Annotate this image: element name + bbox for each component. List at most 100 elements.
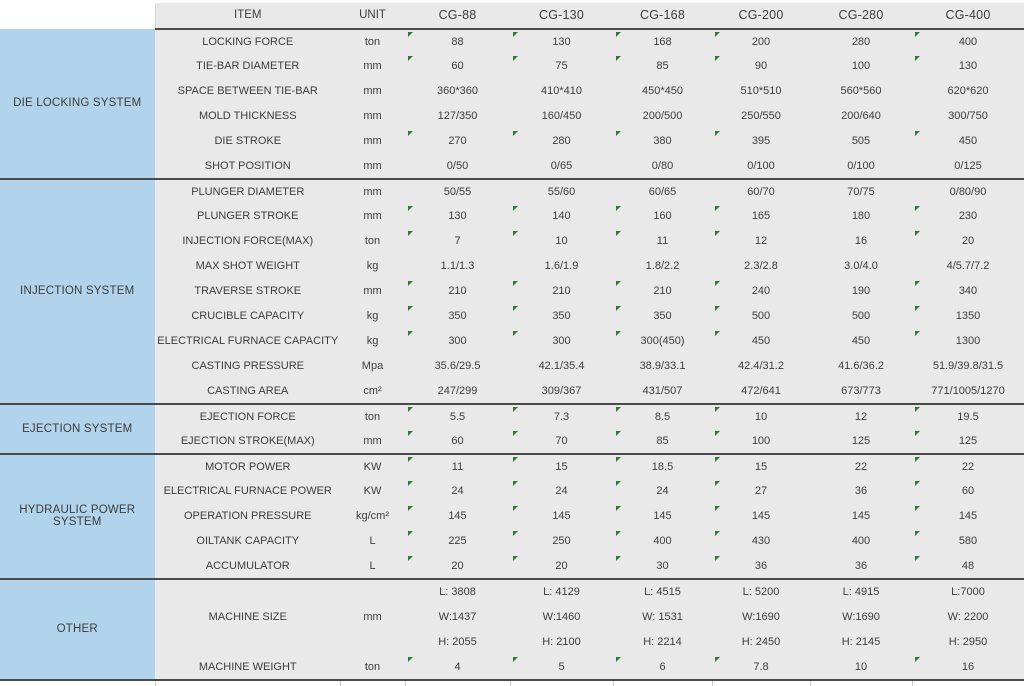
spec-value-cell: 24 — [405, 478, 510, 504]
spec-value-cell: 350 — [510, 303, 613, 329]
spec-value-cell: L: 3808 W:1437 H: 2055 — [405, 578, 510, 655]
spec-value-cell: 125 — [810, 428, 912, 455]
table-row: MOLD THICKNESS mm 127/350 160/450 200/500 250… — [0, 103, 1024, 129]
unit-label: kg — [340, 328, 405, 354]
item-label: PLUNGER DIAMETER — [155, 178, 340, 204]
comment-marker-icon — [715, 406, 720, 412]
spec-value-cell: 4 — [405, 654, 510, 681]
spec-value-cell: L: 5200 W:1690 H: 2450 — [712, 578, 810, 655]
gridline-stub — [613, 680, 614, 686]
spec-value-cell: 20 — [912, 228, 1024, 254]
spec-value-cell: 70 — [510, 428, 613, 455]
spec-value-cell: 60 — [405, 53, 510, 79]
spec-value-cell: 6 — [613, 654, 712, 681]
item-label: MACHINE SIZE — [155, 578, 340, 655]
table-row: EJECTION STROKE(MAX) mm 60 70 85 100 125 125 — [0, 428, 1024, 455]
spec-value-cell: 70/75 — [810, 178, 912, 204]
unit-label: kg — [340, 253, 405, 279]
spec-value-cell: 0/80 — [613, 153, 712, 180]
spec-value-cell: 1350 — [912, 303, 1024, 329]
comment-marker-icon — [616, 31, 621, 37]
comment-marker-icon — [513, 406, 518, 412]
spec-value-cell: 36 — [712, 553, 810, 580]
comment-marker-icon — [513, 305, 518, 311]
spec-value-cell: 560*560 — [810, 78, 912, 104]
spec-value-cell: 90 — [712, 53, 810, 79]
unit-label: mm — [340, 578, 405, 655]
spec-value-cell: 360*360 — [405, 78, 510, 104]
spec-value-cell: 16 — [912, 654, 1024, 681]
spec-value-line: W:1437 — [438, 610, 477, 623]
spec-value-cell: 250 — [510, 528, 613, 554]
comment-marker-icon — [408, 505, 413, 511]
comment-marker-icon — [616, 406, 621, 412]
table-row: EJECTION SYSTEM EJECTION FORCE ton 5.5 7.3 8.… — [0, 403, 1024, 455]
comment-marker-icon — [915, 305, 920, 311]
spec-value-cell: 50/55 — [405, 178, 510, 204]
comment-marker-icon — [715, 55, 720, 61]
comment-marker-icon — [915, 205, 920, 211]
item-label: MOTOR POWER — [155, 453, 340, 479]
spec-value-cell: L: 4129 W:1460 H: 2100 — [510, 578, 613, 655]
spec-value-cell: 7.8 — [712, 654, 810, 681]
unit-label: ton — [340, 654, 405, 681]
unit-label: mm — [340, 203, 405, 229]
item-label: OPERATION PRESSURE — [155, 503, 340, 529]
table-row: ACCUMULATOR L 20 20 30 36 36 48 — [0, 553, 1024, 580]
spec-value-cell: 190 — [810, 278, 912, 304]
item-label: LOCKING FORCE — [155, 28, 340, 54]
comment-marker-icon — [616, 230, 621, 236]
unit-label: KW — [340, 453, 405, 479]
comment-marker-icon — [715, 430, 720, 436]
spec-value-cell: 30 — [613, 553, 712, 580]
spec-value-cell: 60/65 — [613, 178, 712, 204]
section-label: INJECTION SYSTEM — [0, 178, 156, 405]
spec-value-cell: 1300 — [912, 328, 1024, 354]
comment-marker-icon — [616, 656, 621, 662]
spec-value-cell: 7 — [405, 228, 510, 254]
unit-label: kg/cm² — [340, 503, 405, 529]
table-row: ELECTRICAL FURNACE CAPACITY kg 300 300 300(4… — [0, 328, 1024, 354]
item-label: SPACE BETWEEN TIE-BAR — [155, 78, 340, 104]
item-label: DIE STROKE — [155, 128, 340, 154]
section-label: OTHER — [0, 578, 156, 681]
spec-value-cell: 210 — [510, 278, 613, 304]
spec-value-cell: 12 — [810, 403, 912, 429]
model-header-cg-400: CG-400 — [912, 0, 1024, 30]
item-label: ELECTRICAL FURNACE POWER — [155, 478, 340, 504]
spec-value-cell: 620*620 — [912, 78, 1024, 104]
spec-value-cell: 580 — [912, 528, 1024, 554]
corner-cell — [0, 0, 156, 29]
spec-value-cell: 340 — [912, 278, 1024, 304]
unit-label: ton — [340, 228, 405, 254]
spec-value-cell: 280 — [510, 128, 613, 154]
comment-marker-icon — [513, 205, 518, 211]
item-label: SHOT POSITION — [155, 153, 340, 180]
comment-marker-icon — [715, 656, 720, 662]
comment-marker-icon — [616, 505, 621, 511]
spec-value-cell: 200/640 — [810, 103, 912, 129]
model-header-cg-280: CG-280 — [810, 0, 912, 30]
spec-value-cell: 500 — [810, 303, 912, 329]
unit-label: cm² — [340, 378, 405, 405]
spec-value-cell: 145 — [810, 503, 912, 529]
spec-value-line: H: 2055 — [438, 635, 477, 648]
spec-value-cell: 60/70 — [712, 178, 810, 204]
spec-value-cell: 88 — [405, 28, 510, 54]
comment-marker-icon — [513, 280, 518, 286]
spec-value-cell: 160 — [613, 203, 712, 229]
spec-value-cell: 5.5 — [405, 403, 510, 429]
spec-value-cell: 15 — [510, 453, 613, 479]
unit-label: L — [340, 553, 405, 580]
item-label: MAX SHOT WEIGHT — [155, 253, 340, 279]
spec-value-cell: 36 — [810, 478, 912, 504]
spec-value-cell: 145 — [613, 503, 712, 529]
comment-marker-icon — [616, 555, 621, 561]
comment-marker-icon — [513, 330, 518, 336]
comment-marker-icon — [915, 230, 920, 236]
spec-value-cell: 24 — [613, 478, 712, 504]
comment-marker-icon — [715, 305, 720, 311]
comment-marker-icon — [915, 505, 920, 511]
spec-value-cell: 24 — [510, 478, 613, 504]
item-column-header: ITEM — [155, 0, 340, 30]
